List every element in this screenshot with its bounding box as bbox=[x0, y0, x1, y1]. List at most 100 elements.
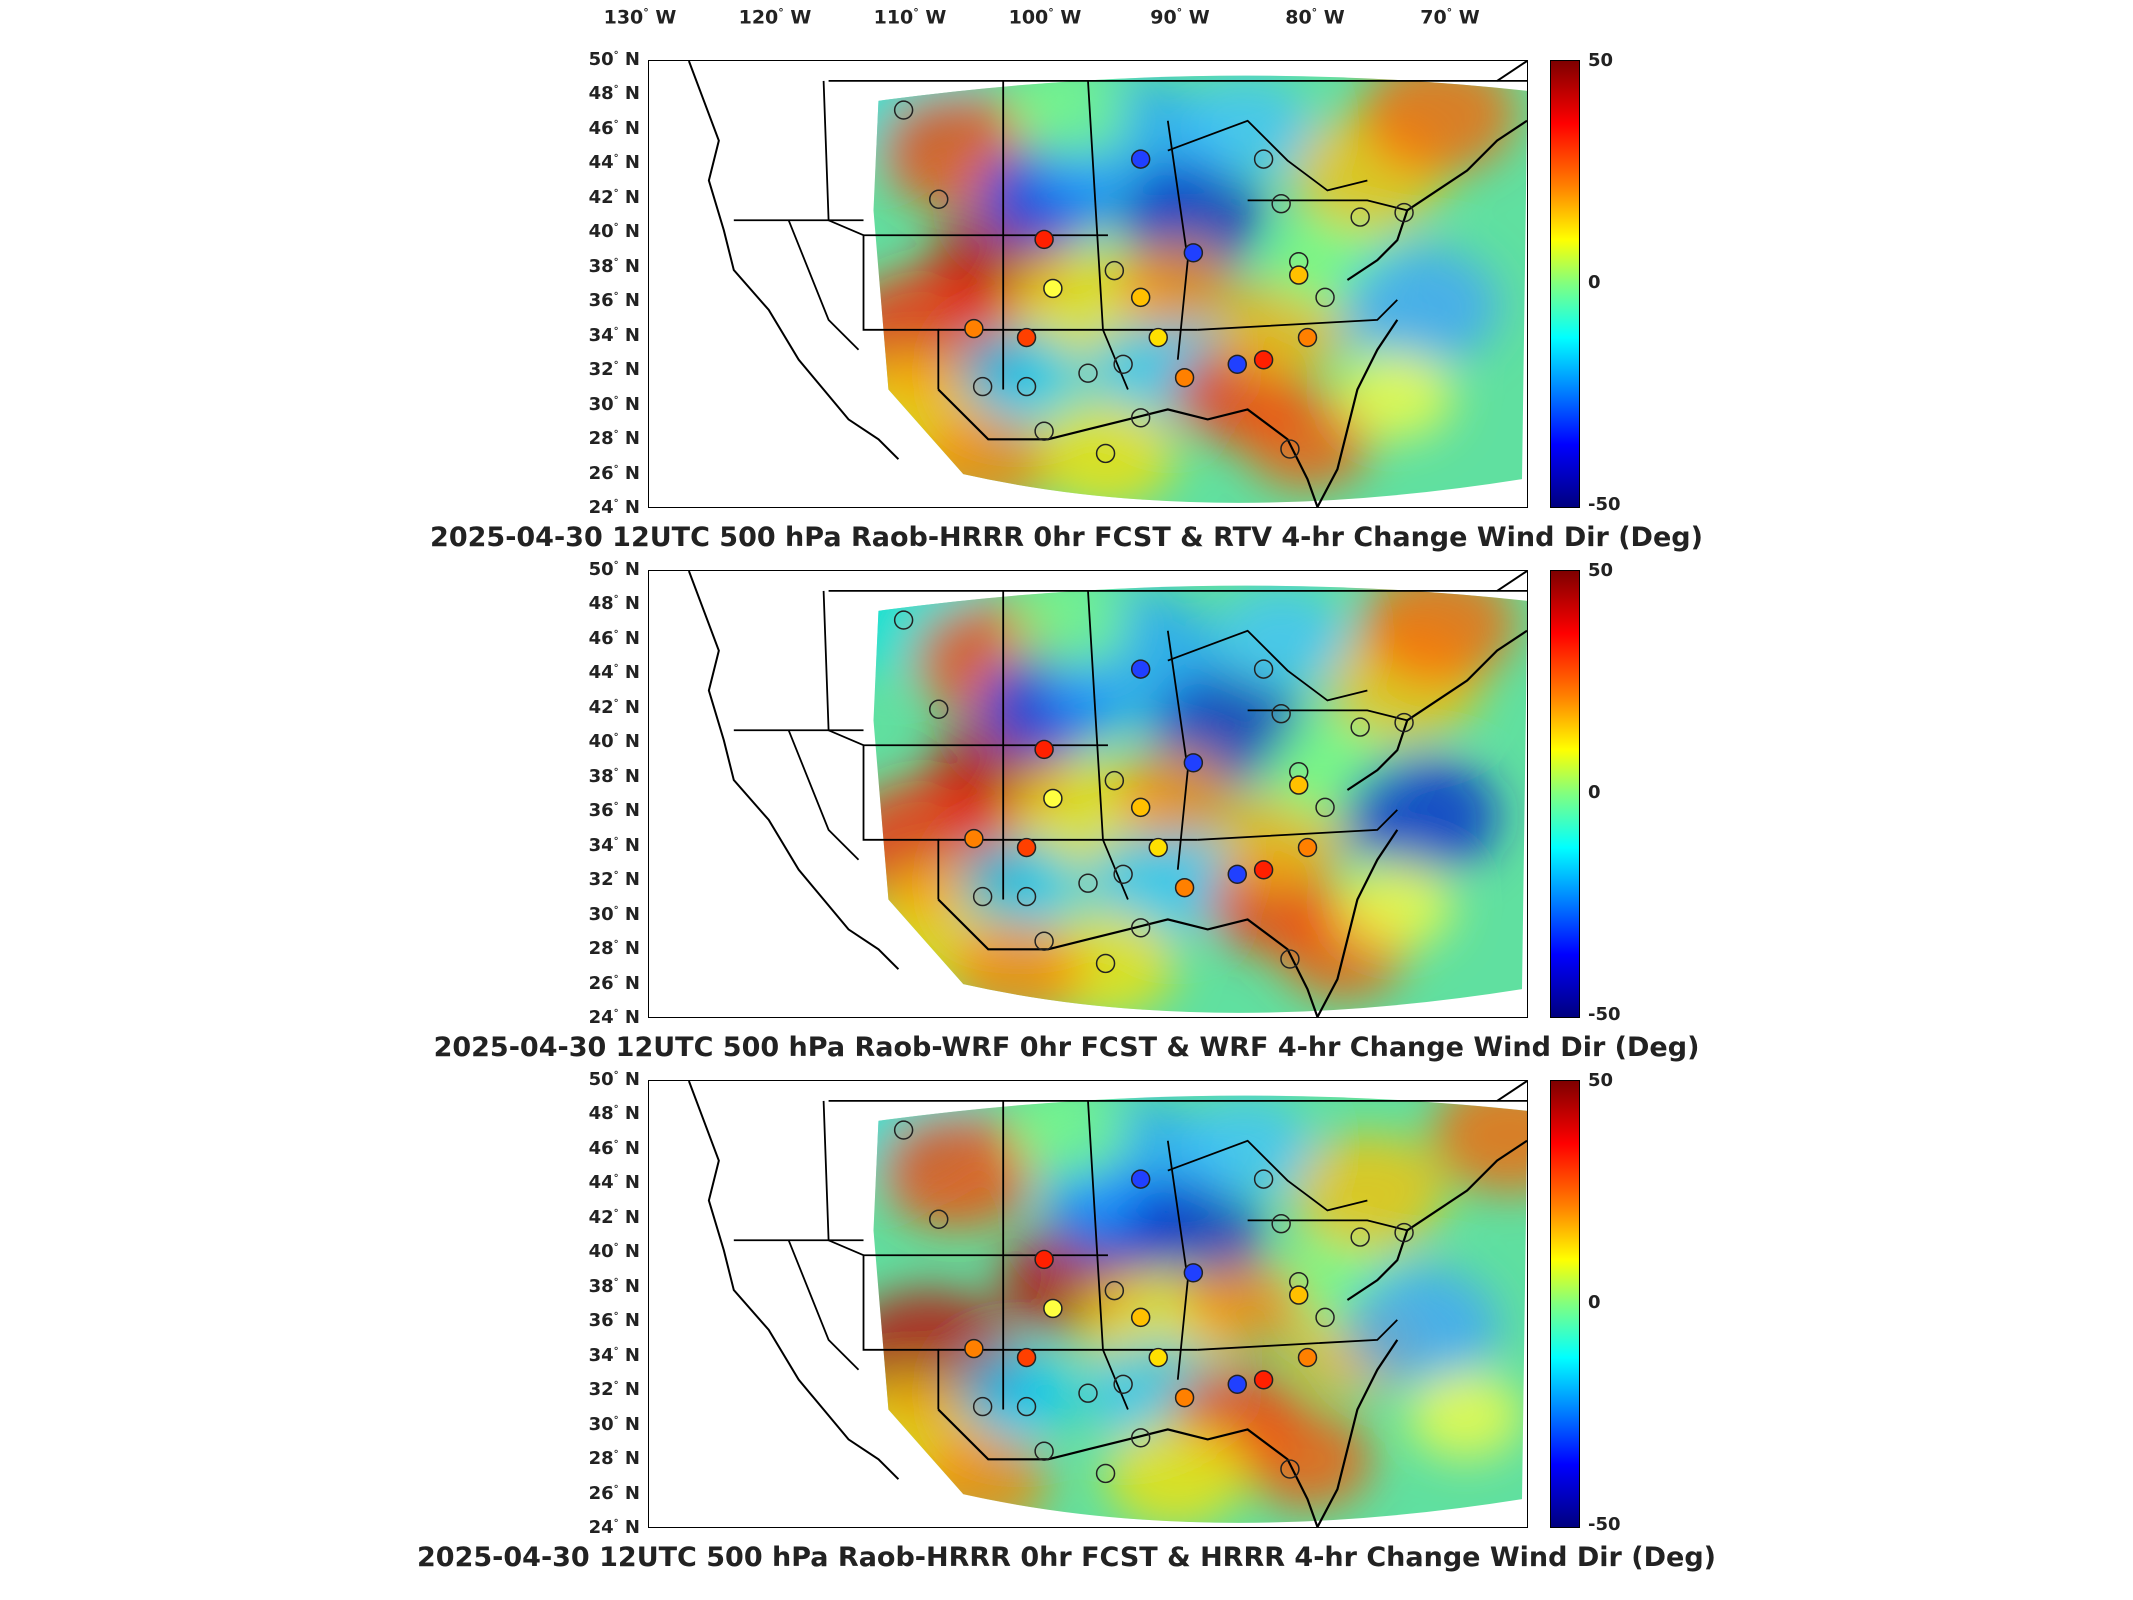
station-marker bbox=[1183, 753, 1204, 773]
lat-label: 26° N bbox=[588, 1482, 640, 1504]
station-markers bbox=[893, 1120, 1414, 1484]
field-shading bbox=[1181, 78, 1311, 178]
station-marker bbox=[1034, 1249, 1054, 1270]
lat-label: 46° N bbox=[588, 1137, 640, 1159]
station-marker bbox=[1227, 864, 1247, 884]
map-frame bbox=[648, 1080, 1528, 1528]
field-shading bbox=[1012, 585, 1129, 670]
lon-label: 100° W bbox=[1008, 6, 1082, 29]
station-marker bbox=[1130, 1169, 1151, 1189]
station-marker bbox=[1043, 788, 1063, 809]
station-marker bbox=[1297, 1347, 1318, 1368]
panel-title: 2025-04-30 12UTC 500 hPa Raob-HRRR 0hr F… bbox=[430, 522, 1703, 553]
station-marker bbox=[1280, 439, 1300, 459]
station-marker bbox=[1227, 354, 1247, 374]
lat-label: 38° N bbox=[588, 765, 640, 787]
lat-label: 44° N bbox=[588, 1172, 640, 1194]
station-marker bbox=[893, 100, 914, 120]
colorbar-min-label: -50 bbox=[1588, 494, 1621, 515]
map-canvas bbox=[687, 1081, 1527, 1527]
field-shading bbox=[1336, 350, 1454, 441]
lon-label: 90° W bbox=[1150, 6, 1210, 29]
lat-label: 38° N bbox=[588, 255, 640, 277]
station-marker bbox=[929, 189, 949, 209]
station-marker bbox=[1130, 408, 1151, 428]
station-marker bbox=[1183, 1263, 1204, 1283]
lat-label: 36° N bbox=[588, 290, 640, 312]
lat-label: 50° N bbox=[588, 559, 640, 580]
map-frame bbox=[648, 570, 1528, 1018]
lat-label: 24° N bbox=[588, 497, 640, 518]
lat-label: 44° N bbox=[588, 662, 640, 684]
station-marker bbox=[893, 1120, 914, 1140]
lat-label: 48° N bbox=[588, 593, 640, 615]
station-marker bbox=[1350, 1227, 1370, 1247]
field-shading bbox=[878, 1110, 1035, 1230]
station-marker bbox=[1095, 1463, 1116, 1484]
lat-label: 32° N bbox=[588, 359, 640, 381]
station-marker bbox=[972, 376, 993, 397]
station-marker bbox=[1315, 797, 1335, 818]
station-marker bbox=[1104, 260, 1125, 281]
station-marker bbox=[1016, 327, 1037, 348]
station-marker bbox=[1078, 873, 1098, 893]
station-marker bbox=[1095, 443, 1116, 464]
longitude-axis-labels: 130° W 120° W 110° W 100° W 90° W 80° W … bbox=[0, 6, 2133, 36]
station-marker bbox=[1113, 354, 1133, 374]
lat-label: 48° N bbox=[588, 1103, 640, 1125]
station-marker bbox=[1148, 837, 1168, 858]
station-marker bbox=[1034, 1441, 1054, 1461]
colorbar-min-label: -50 bbox=[1588, 1514, 1621, 1535]
station-marker bbox=[1280, 1459, 1300, 1479]
field-shading bbox=[1336, 860, 1454, 951]
station-markers bbox=[893, 100, 1414, 464]
colorbar-mid-label: 0 bbox=[1588, 782, 1601, 803]
station-marker bbox=[1034, 739, 1054, 760]
colorbar-max-label: 50 bbox=[1588, 50, 1614, 71]
lat-label: 42° N bbox=[588, 186, 640, 208]
lat-label: 50° N bbox=[588, 49, 640, 70]
panel-title: 2025-04-30 12UTC 500 hPa Raob-HRRR 0hr F… bbox=[417, 1542, 1716, 1573]
station-marker bbox=[1297, 837, 1318, 858]
field-shading bbox=[1034, 398, 1177, 503]
station-marker bbox=[1130, 1307, 1151, 1328]
panel-title: 2025-04-30 12UTC 500 hPa Raob-WRF 0hr FC… bbox=[433, 1032, 1700, 1063]
station-marker bbox=[929, 699, 949, 719]
station-marker bbox=[1148, 327, 1168, 348]
colorbar-max-label: 50 bbox=[1588, 560, 1614, 581]
field-shading bbox=[1242, 1410, 1373, 1510]
station-marker bbox=[1253, 860, 1274, 880]
station-marker bbox=[1130, 918, 1151, 938]
field-shading bbox=[1291, 1132, 1447, 1253]
field-shading bbox=[1343, 756, 1500, 877]
colorbar-min-label: -50 bbox=[1588, 1004, 1621, 1025]
lat-label: 40° N bbox=[588, 221, 640, 243]
station-marker bbox=[964, 828, 984, 849]
station-marker bbox=[1183, 243, 1204, 263]
field-shading bbox=[1117, 239, 1235, 329]
lat-label: 34° N bbox=[588, 834, 640, 856]
lat-label: 36° N bbox=[588, 1310, 640, 1332]
field-shading bbox=[1216, 588, 1347, 688]
station-marker bbox=[1148, 1347, 1168, 1368]
station-marker bbox=[893, 610, 914, 630]
lat-label: 30° N bbox=[588, 1413, 640, 1435]
lat-label: 42° N bbox=[588, 696, 640, 718]
station-marker bbox=[1350, 717, 1370, 737]
station-marker bbox=[1043, 278, 1063, 299]
station-marker bbox=[1016, 886, 1037, 907]
field-shading bbox=[1187, 1259, 1305, 1349]
station-marker bbox=[1130, 287, 1151, 308]
lat-label: 24° N bbox=[588, 1007, 640, 1028]
station-marker bbox=[1043, 1298, 1063, 1319]
colorbar-mid-label: 0 bbox=[1588, 272, 1601, 293]
station-marker bbox=[1394, 712, 1414, 733]
station-marker bbox=[1271, 194, 1291, 214]
station-marker bbox=[964, 318, 984, 339]
lon-label: 130° W bbox=[603, 6, 677, 29]
station-marker bbox=[1253, 1370, 1274, 1390]
station-marker bbox=[1113, 864, 1133, 884]
station-marker bbox=[1280, 949, 1300, 969]
lat-label: 32° N bbox=[588, 1379, 640, 1401]
station-marker bbox=[1253, 149, 1274, 169]
